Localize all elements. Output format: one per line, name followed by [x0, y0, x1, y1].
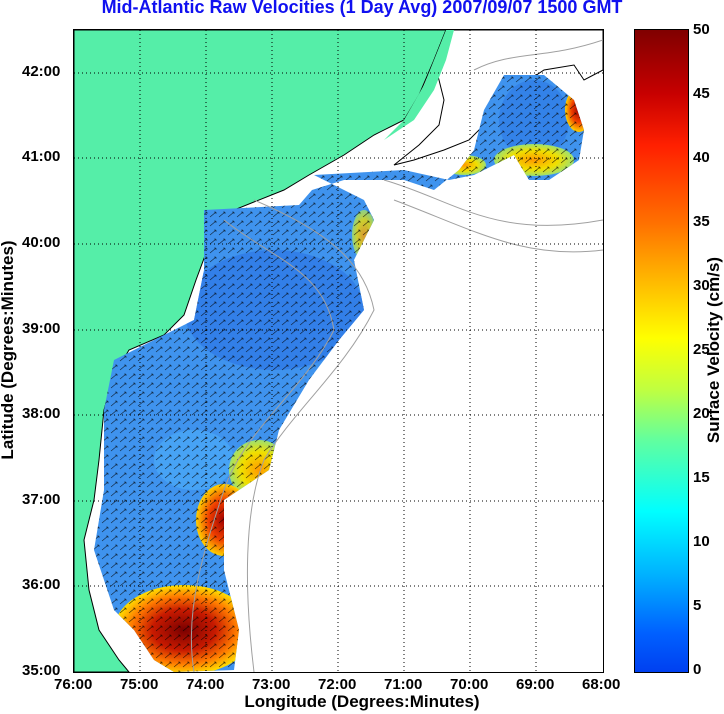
colorbar-tick: 45	[693, 85, 710, 102]
colorbar-tick: 15	[693, 469, 710, 486]
colorbar-tick: 25	[693, 341, 710, 358]
velocity-map	[74, 30, 603, 672]
x-tick-label: 74:00	[186, 676, 225, 693]
bathymetry-contours	[190, 39, 603, 672]
x-tick-label: 76:00	[54, 676, 93, 693]
colorbar-tick: 20	[693, 405, 710, 422]
y-tick-label: 35:00	[22, 662, 61, 679]
colorbar-tick: 0	[693, 661, 702, 678]
x-tick-label: 70:00	[450, 676, 489, 693]
x-axis-label: Longitude (Degrees:Minutes)	[244, 692, 480, 711]
colorbar-tick: 50	[693, 21, 710, 38]
land-mass	[74, 30, 447, 672]
y-tick-label: 40:00	[22, 234, 61, 251]
y-tick-label: 38:00	[22, 405, 61, 422]
x-tick-label: 68:00	[582, 676, 621, 693]
graticule	[74, 30, 603, 672]
y-tick-label: 41:00	[22, 148, 61, 165]
map-title: Mid-Atlantic Raw Velocities (1 Day Avg) …	[101, 0, 623, 17]
land-new-england-fill	[384, 30, 454, 140]
x-tick-label: 73:00	[252, 676, 291, 693]
x-tick-label: 69:00	[516, 676, 555, 693]
colorbar-tick: 10	[693, 533, 710, 550]
y-tick-label: 36:00	[22, 576, 61, 593]
colorbar-tick: 35	[693, 213, 710, 230]
map-panel[interactable]	[73, 29, 604, 673]
y-tick-label: 37:00	[22, 491, 61, 508]
y-axis-label: Latitude (Degrees:Minutes)	[0, 240, 17, 460]
y-tick-label: 42:00	[22, 63, 61, 80]
colorbar-tick: 5	[693, 597, 702, 614]
colorbar-tick: 30	[693, 277, 710, 294]
x-tick-label: 71:00	[384, 676, 423, 693]
colorbar-tick: 40	[693, 149, 710, 166]
x-tick-label: 75:00	[120, 676, 159, 693]
colorbar	[634, 29, 689, 673]
y-tick-label: 39:00	[22, 320, 61, 337]
x-tick-label: 72:00	[318, 676, 357, 693]
colorbar-label: Surface Velocity (cm/s)	[704, 256, 723, 444]
